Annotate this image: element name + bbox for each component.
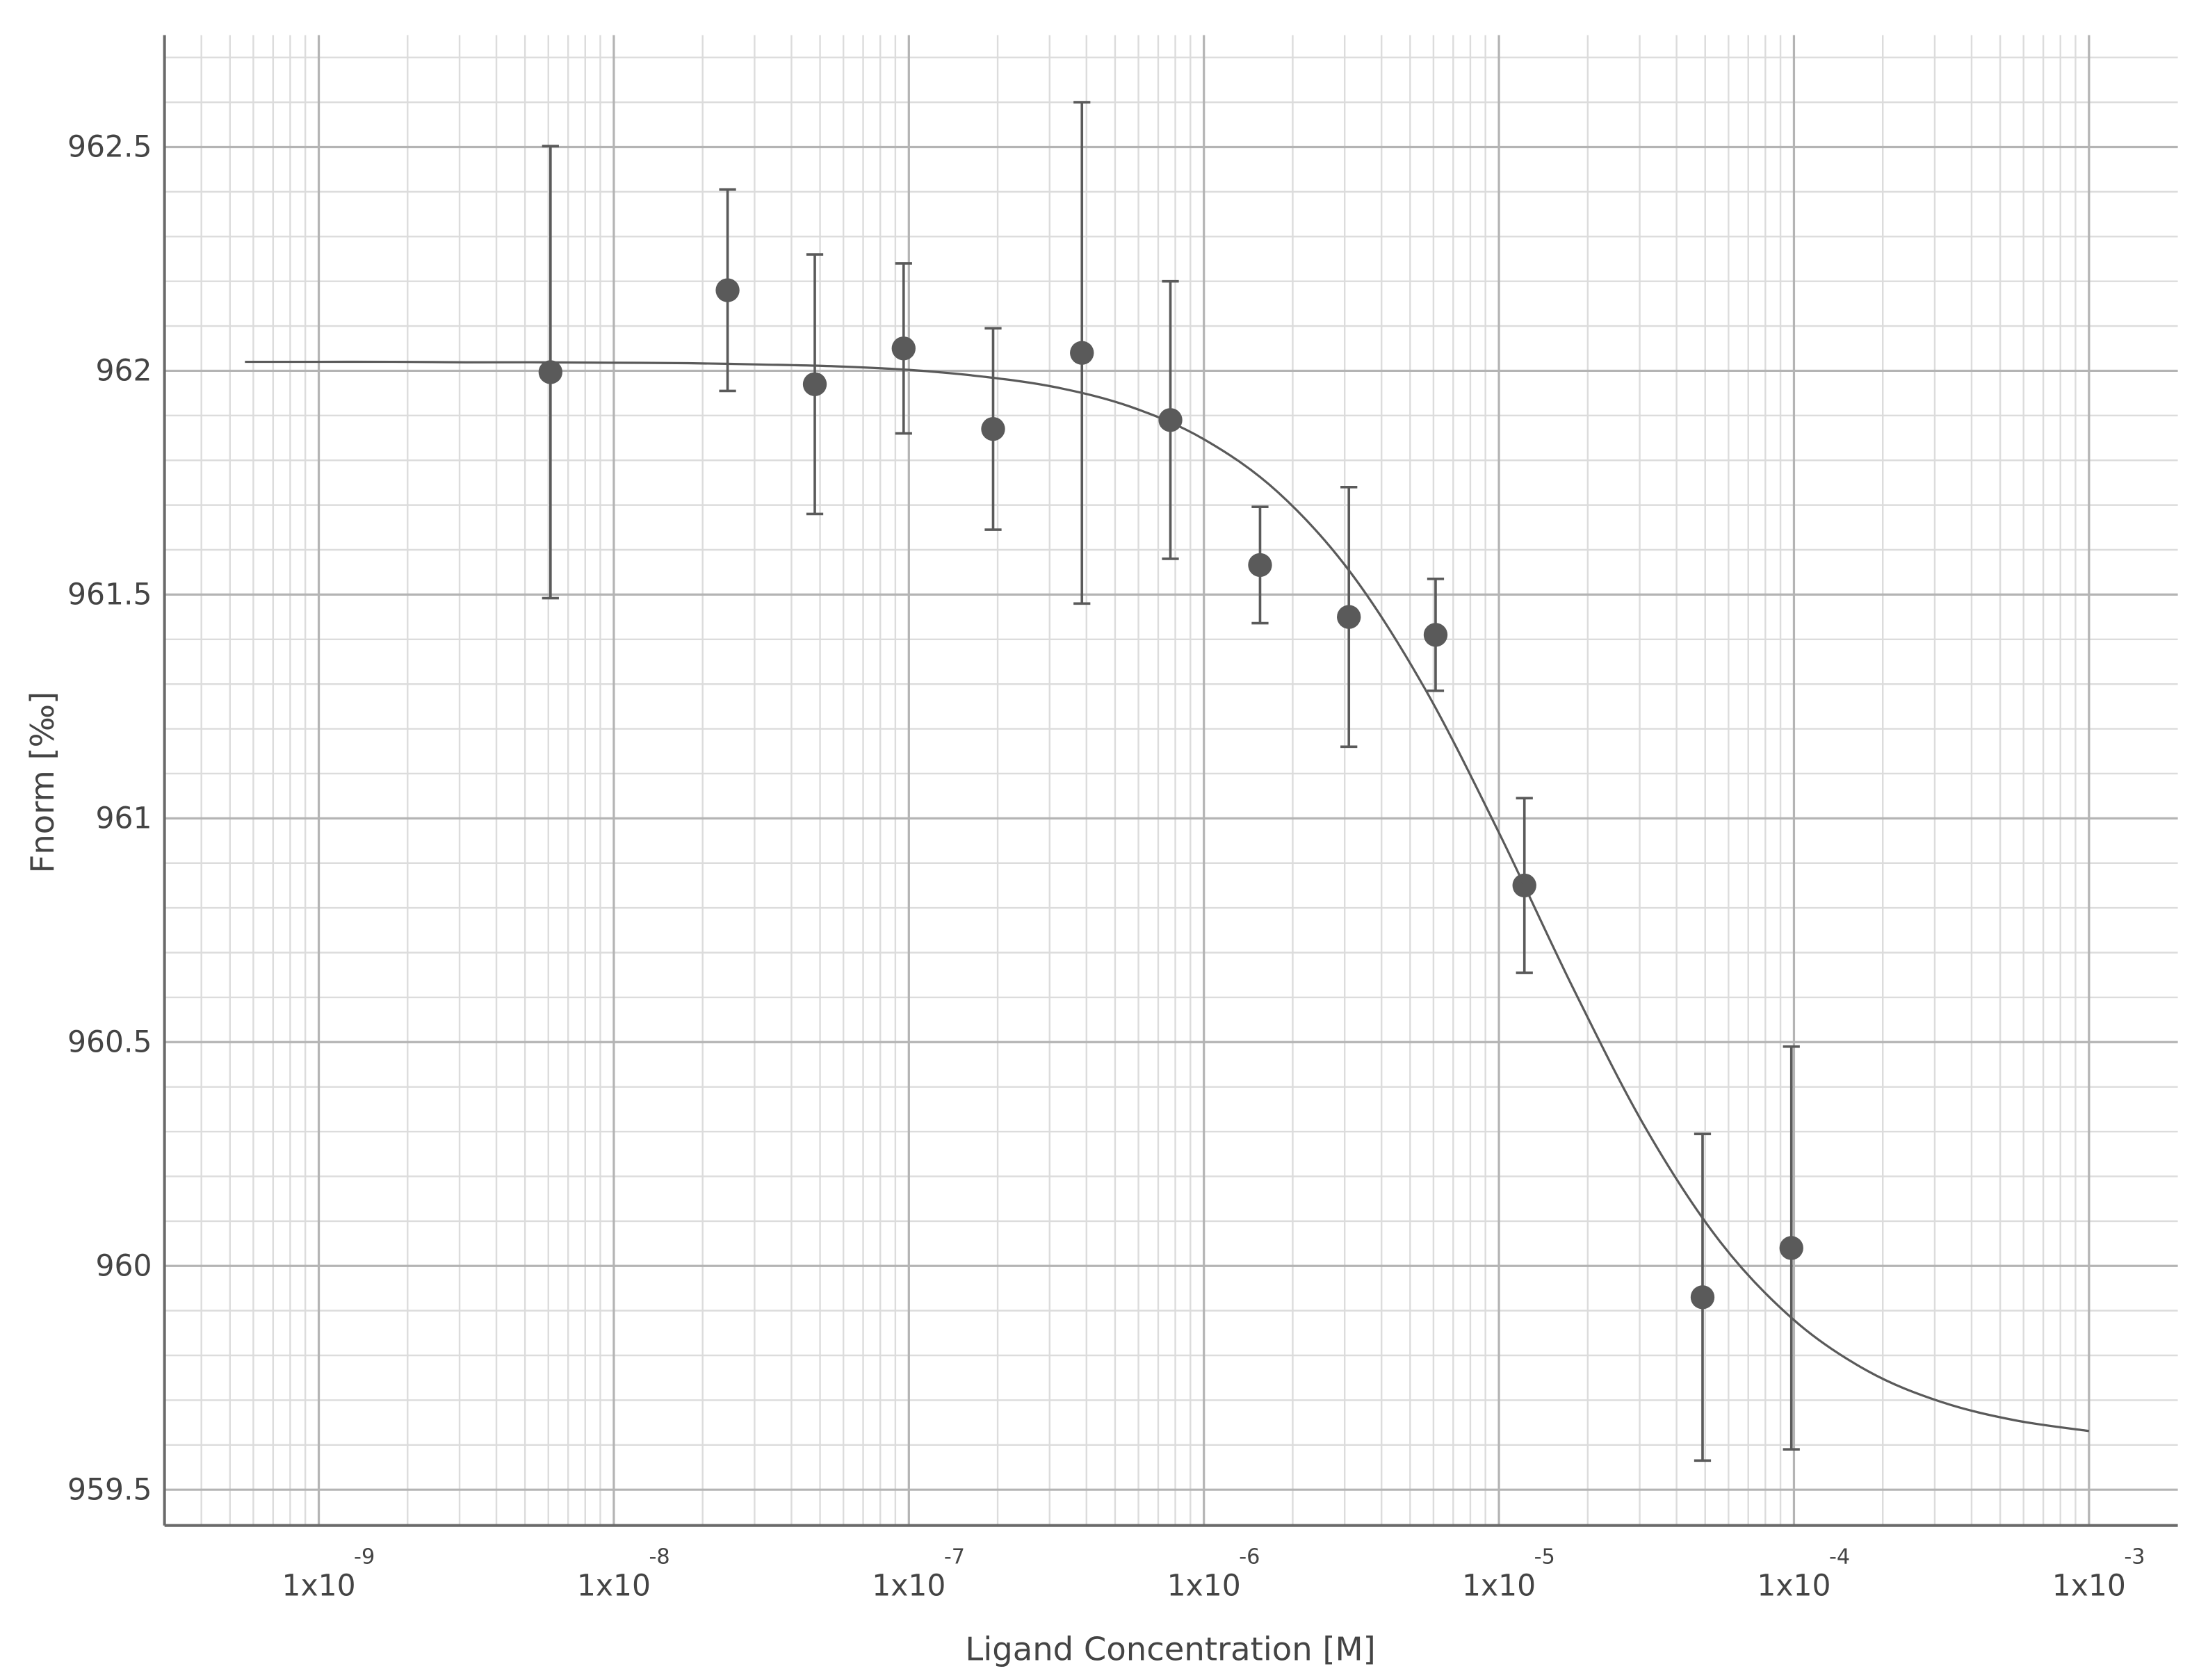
x-tick-exponent: -5 bbox=[1534, 1544, 1555, 1569]
marks-layer bbox=[245, 101, 2090, 1462]
x-tick-label: 1x10 bbox=[1757, 1569, 1830, 1604]
data-point bbox=[1248, 553, 1272, 578]
y-tick-label: 962 bbox=[95, 354, 152, 389]
grid-layer bbox=[164, 35, 2178, 1526]
y-axis-title: Fnorm [‰] bbox=[24, 692, 61, 874]
x-tick-exponent: -4 bbox=[1829, 1544, 1850, 1569]
y-tick-label: 960 bbox=[95, 1249, 152, 1283]
data-point bbox=[802, 372, 827, 396]
data-point bbox=[1423, 623, 1448, 647]
x-tick-label: 1x10 bbox=[1462, 1569, 1536, 1604]
data-point bbox=[1337, 605, 1361, 629]
x-axis-title: Ligand Concentration [M] bbox=[965, 1631, 1375, 1668]
x-tick-exponent: -9 bbox=[354, 1544, 375, 1569]
x-tick-exponent: -3 bbox=[2124, 1544, 2145, 1569]
x-tick-exponent: -8 bbox=[649, 1544, 669, 1569]
x-tick-label: 1x10 bbox=[577, 1569, 651, 1604]
x-tick-label: 1x10 bbox=[1167, 1569, 1241, 1604]
data-point bbox=[981, 416, 1005, 441]
data-point bbox=[1690, 1285, 1715, 1310]
y-tick-label: 962.5 bbox=[67, 131, 152, 165]
x-tick-label: 1x10 bbox=[872, 1569, 945, 1604]
y-tick-label: 959.5 bbox=[67, 1473, 152, 1507]
data-point bbox=[538, 360, 563, 384]
data-point bbox=[891, 336, 916, 361]
x-tick-label: 1x10 bbox=[282, 1569, 356, 1604]
fit-curve bbox=[245, 360, 2090, 1433]
y-tick-label: 961 bbox=[95, 801, 152, 835]
x-tick-exponent: -7 bbox=[944, 1544, 965, 1569]
data-point bbox=[1779, 1236, 1803, 1260]
y-tick-label: 961.5 bbox=[67, 578, 152, 612]
x-tick-exponent: -6 bbox=[1239, 1544, 1260, 1569]
y-tick-label: 960.5 bbox=[67, 1025, 152, 1059]
data-point bbox=[1070, 341, 1094, 365]
data-point bbox=[715, 278, 740, 302]
x-tick-label: 1x10 bbox=[2052, 1569, 2126, 1604]
